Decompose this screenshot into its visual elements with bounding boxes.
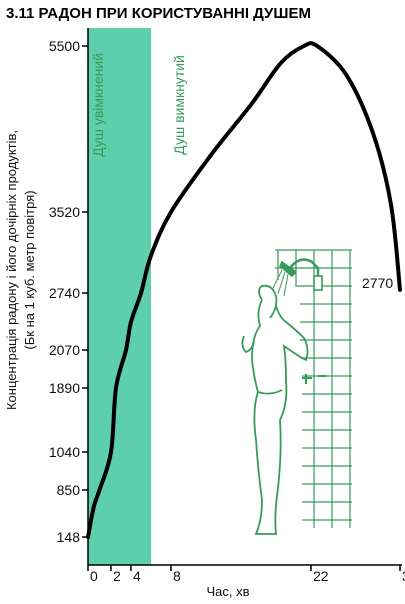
faucet [302,374,326,384]
x-tick-label: 2 [113,568,121,584]
y-tick-label: 2740 [49,285,80,301]
shower-head [279,260,298,278]
y-tick-label: 2070 [49,342,80,358]
woman-figure [241,284,309,535]
shower-pipe [289,258,320,290]
y-tick-label: 850 [57,482,81,498]
y-axis-title-unit: (Бк на 1 куб. метр повітря) [22,190,37,349]
x-axis-title: Час, хв [206,584,249,599]
y-axis-title: Концентрація радону і його дочірніх прод… [4,130,19,410]
y-tick-label: 3520 [49,204,80,220]
shower-handle [313,275,323,291]
chart-title: 3.11 РАДОН ПРИ КОРИСТУВАННІ ДУШЕМ [6,5,311,22]
x-tick-label: 0 [90,568,98,584]
y-tick-label: 1040 [49,444,80,460]
y-tick-label: 1890 [49,380,80,396]
tile-grid [275,249,352,528]
water-spray [271,269,289,297]
x-tick-label: 8 [173,568,181,584]
end-value-annotation: 2770 [362,275,393,291]
y-tick-label: 5500 [49,38,80,54]
woman-showering-icon [241,249,352,535]
x-tick-labels: 024 8 22 32 [87,565,405,584]
y-tick-labels: 148 850 1040 1890 2070 2740 3520 5500 [49,38,88,545]
shower-off-label: Душ вимкнутий [171,55,187,155]
x-tick-label: 32 [402,568,405,584]
radon-curve [86,41,402,539]
shower-on-label: Душ увімкнений [90,53,106,157]
x-tick-label: 22 [313,568,329,584]
x-tick-label: 4 [133,568,141,584]
y-tick-label: 148 [57,529,81,545]
